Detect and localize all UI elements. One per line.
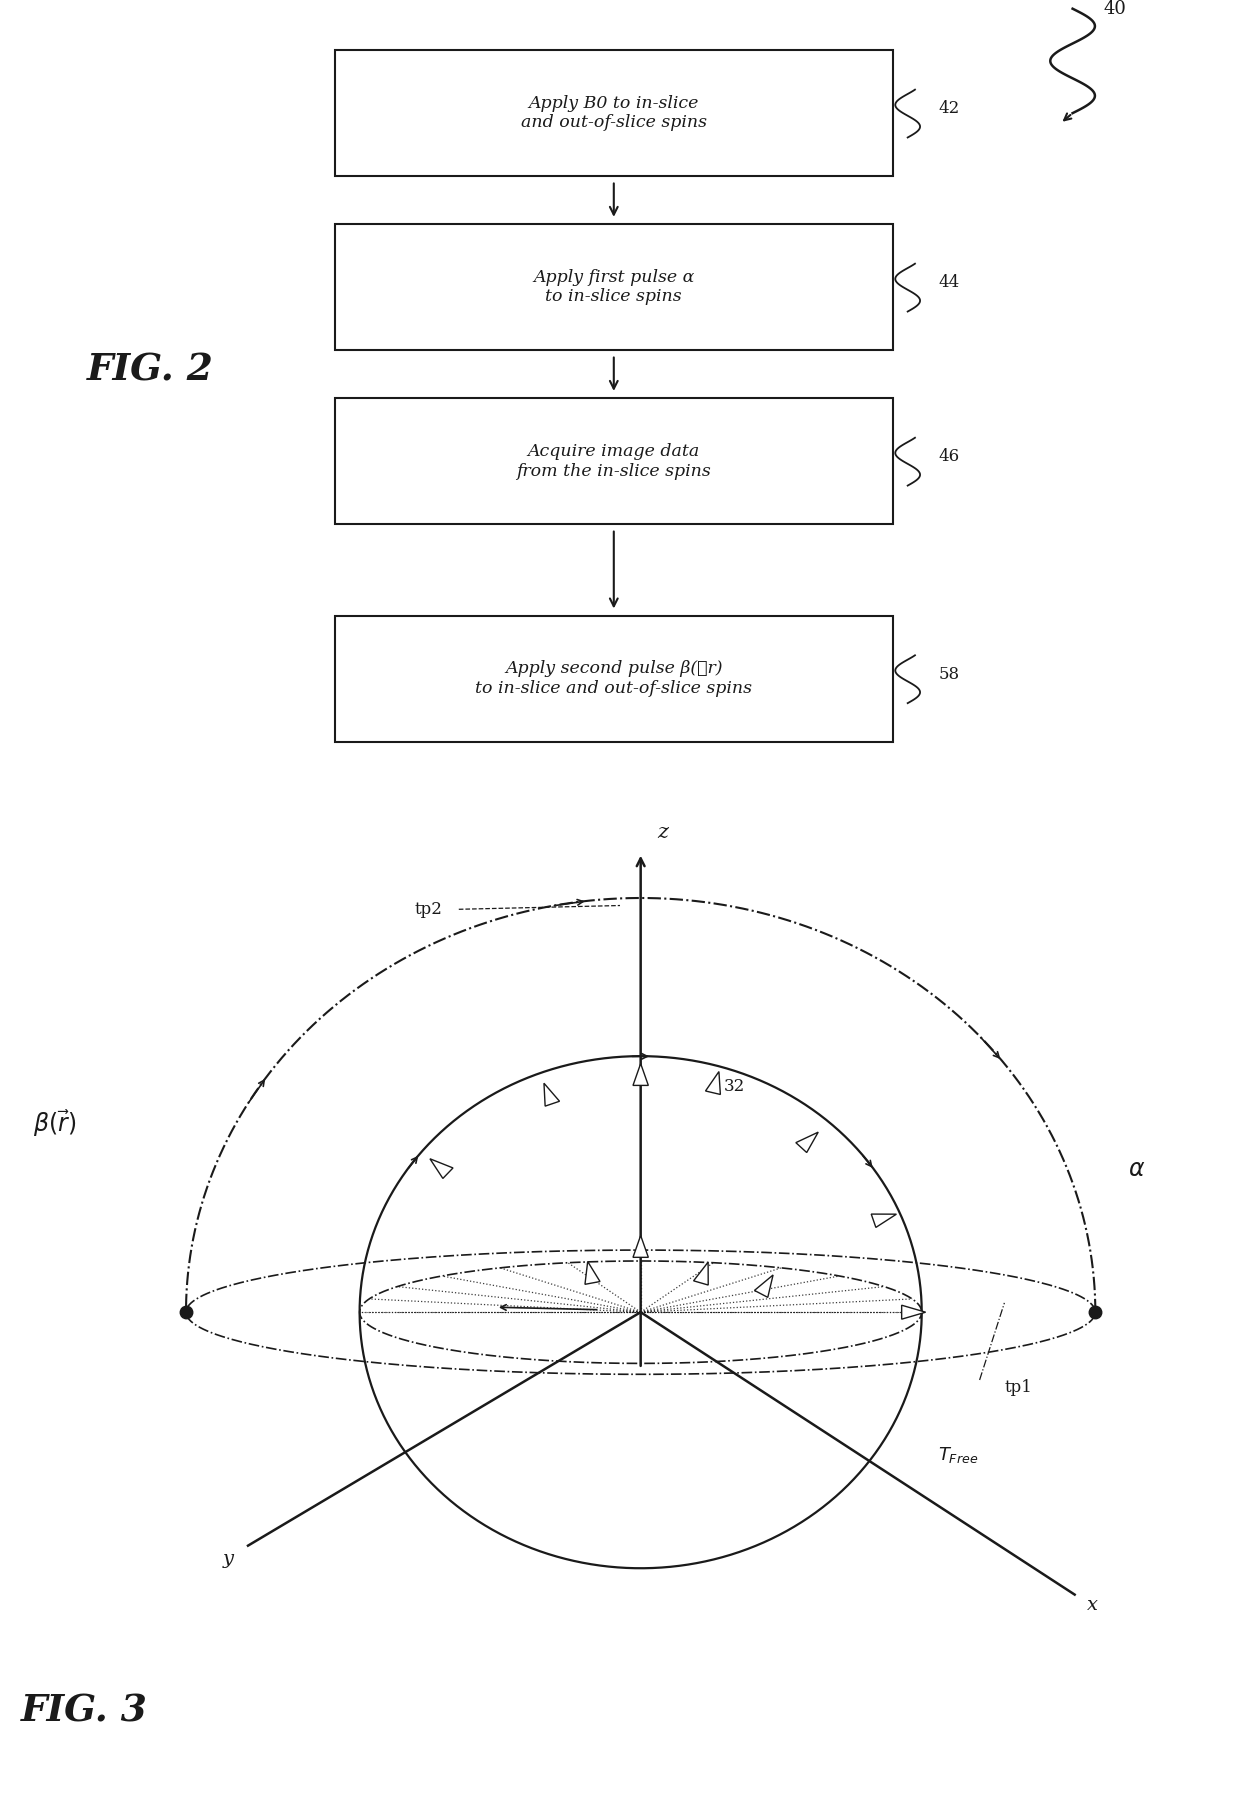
Text: Apply first pulse α
to in-slice spins: Apply first pulse α to in-slice spins [533, 268, 694, 305]
Text: tp1: tp1 [1004, 1380, 1032, 1396]
Text: FIG. 3: FIG. 3 [21, 1693, 148, 1730]
Polygon shape [796, 1131, 818, 1153]
Polygon shape [632, 1235, 649, 1258]
Polygon shape [544, 1082, 559, 1106]
Text: tp2: tp2 [414, 901, 443, 917]
Text: Apply B0 to in-slice
and out-of-slice spins: Apply B0 to in-slice and out-of-slice sp… [521, 94, 707, 131]
Text: 42: 42 [939, 100, 960, 118]
Text: 32: 32 [723, 1077, 744, 1095]
Text: y: y [223, 1550, 234, 1568]
Polygon shape [872, 1215, 897, 1227]
Polygon shape [430, 1159, 453, 1178]
Polygon shape [632, 1064, 649, 1086]
Polygon shape [585, 1262, 600, 1284]
Polygon shape [754, 1275, 773, 1298]
Text: Apply second pulse β(⃗r)
to in-slice and out-of-slice spins: Apply second pulse β(⃗r) to in-slice and… [475, 660, 753, 696]
Text: $\beta(\vec{r})$: $\beta(\vec{r})$ [33, 1108, 76, 1139]
Bar [335, 225, 893, 350]
Text: 44: 44 [939, 274, 960, 292]
Text: 58: 58 [939, 665, 960, 684]
Bar [335, 399, 893, 524]
Text: x: x [1087, 1595, 1099, 1614]
Text: $T_{Free}$: $T_{Free}$ [939, 1445, 978, 1465]
Text: FIG. 2: FIG. 2 [87, 352, 213, 388]
Bar [335, 616, 893, 742]
Text: $\alpha$: $\alpha$ [1128, 1159, 1146, 1180]
Polygon shape [706, 1071, 720, 1095]
Text: z: z [657, 823, 668, 841]
Polygon shape [901, 1305, 925, 1320]
Polygon shape [693, 1262, 708, 1285]
Bar [335, 51, 893, 176]
Text: Acquire image data
from the in-slice spins: Acquire image data from the in-slice spi… [516, 442, 712, 479]
Text: 46: 46 [939, 448, 960, 466]
Text: 40: 40 [1104, 0, 1126, 18]
